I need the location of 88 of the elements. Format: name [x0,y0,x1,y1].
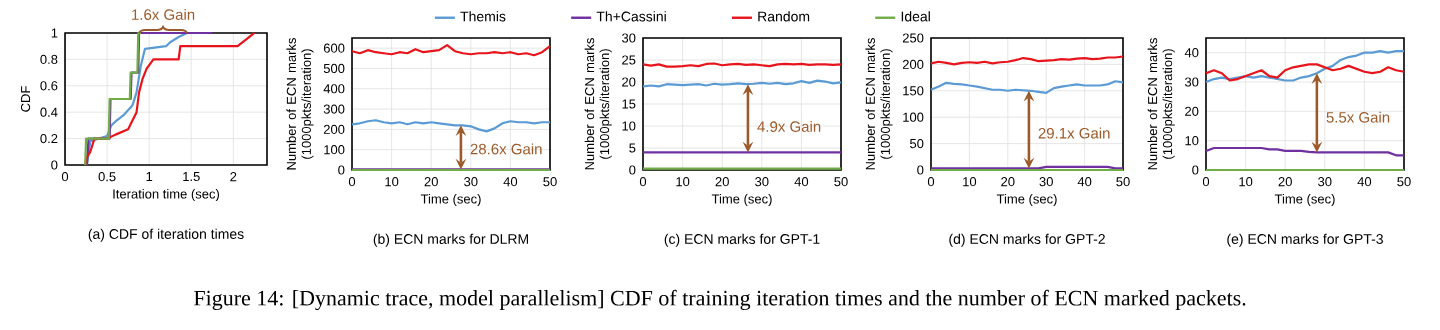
y-tick-label: 250 [902,33,924,43]
x-tick-label: 0 [1202,177,1210,187]
line-series [929,55,1125,66]
text: (a) CDF of iteration times [88,228,244,242]
x-axis-title: Time (sec) [420,194,481,207]
y-tick-label: 600 [323,43,345,53]
x-tick-label: 30 [1039,177,1053,187]
x-tick-label: 30 [755,177,769,187]
y-tick-label: 100 [903,112,924,122]
y-tick-label: 200 [323,124,345,134]
x-tick-label: 10 [1239,177,1253,187]
y-tick-label: 25 [622,55,636,65]
y-tick-label: 0.6 [40,81,58,91]
x-tick-label: 30 [464,177,478,187]
legend-label: Th+Cassini [596,11,666,22]
y-tick-label: 30 [621,33,636,43]
y-tick-label: 0.4 [40,107,58,117]
y-tick-label: 0 [629,165,636,175]
x-tick-label: 20 [1278,177,1292,187]
x-tick-label: 50 [834,177,848,187]
y-tick-label: 10 [622,121,636,131]
text: 1.6x Gain [132,8,195,20]
y-axis-title: Number of ECN marks (1000pkts/iteration) [286,38,314,170]
x-tick-label: 50 [1116,177,1130,187]
y-axis-title: Number of ECN marks (1000pkts/iteration) [584,38,612,170]
annotation: 28.6x Gain [470,143,542,155]
x-axis-title: Time (sec) [711,194,772,207]
y-axis-title: Number of ECN marks (1000pkts/iteration) [1147,38,1175,170]
x-tick-label: 50 [543,177,557,187]
legend-label: Ideal [901,11,930,22]
x-axis-title: Time (sec) [1274,194,1335,207]
annotation: 5.5x Gain [1326,111,1390,123]
x-tick-label: 20 [424,177,438,187]
x-tick-label: 10 [963,177,977,187]
y-tick-label: 1 [51,28,58,38]
x-tick-label: 1 [146,172,153,181]
y-axis-title: Number of ECN marks (1000pkts/iteration) [865,38,893,170]
x-axis-title: Time (sec) [996,194,1057,207]
text: (c) ECN marks for GPT-1 [664,233,820,247]
text: (b) ECN marks for DLRM [373,233,529,247]
y-tick-label: 100 [324,145,345,155]
y-tick-label: 0.8 [40,54,58,64]
x-tick-label: 0 [61,172,69,182]
x-tick-label: 0 [927,177,935,187]
y-tick-label: 30 [1184,77,1199,87]
text: (e) ECN marks for GPT-3 [1227,233,1383,247]
x-tick-label: 40 [1357,177,1372,187]
x-tick-label: 40 [794,177,809,187]
y-axis-title: CDF [20,86,31,112]
x-tick-label: 10 [676,177,690,187]
y-tick-label: 400 [323,84,345,94]
y-tick-label: 40 [1184,48,1199,58]
y-tick-label: 0.2 [40,134,58,144]
line-series [350,44,552,57]
caption: Figure 14: [Dynamic trace, model parallelism] CDF of training iteration times and the number of ECN marked packets. [194,289,1246,311]
y-tick-label: 15 [622,99,636,109]
y-tick-label: 200 [902,59,924,69]
legend-label: Random [758,11,810,22]
y-tick-label: 50 [910,139,924,149]
annotation: 4.9x Gain [757,120,821,132]
y-tick-label: 0 [338,165,345,175]
x-tick-label: 20 [715,177,729,187]
x-tick-label: 0.5 [98,172,116,182]
x-tick-label: 40 [503,177,518,187]
x-tick-label: 30 [1318,177,1332,187]
x-axis-title: Iteration time (sec) [113,189,219,202]
x-tick-label: 1.5 [183,172,200,182]
x-tick-label: 0 [639,177,647,187]
x-tick-label: 50 [1397,177,1411,187]
y-tick-label: 10 [1185,136,1199,146]
y-tick-label: 5 [629,143,636,153]
y-tick-label: 300 [323,104,345,114]
legend-label: Themis [460,11,506,22]
x-tick-label: 0 [348,177,356,187]
line-series [84,31,142,167]
y-tick-label: 20 [622,77,636,87]
y-tick-label: 0 [1192,165,1199,175]
y-tick-label: 150 [903,86,924,96]
x-tick-label: 20 [1001,177,1015,187]
x-tick-label: 2 [230,172,237,182]
y-tick-label: 0 [51,160,58,170]
y-tick-label: 20 [1185,106,1199,116]
x-tick-label: 10 [385,177,399,187]
text: (d) ECN marks for GPT-2 [949,233,1105,247]
annotation: 29.1x Gain [1038,127,1110,139]
x-tick-label: 40 [1077,177,1092,187]
y-tick-label: 500 [323,63,345,74]
y-tick-label: 0 [917,165,924,175]
